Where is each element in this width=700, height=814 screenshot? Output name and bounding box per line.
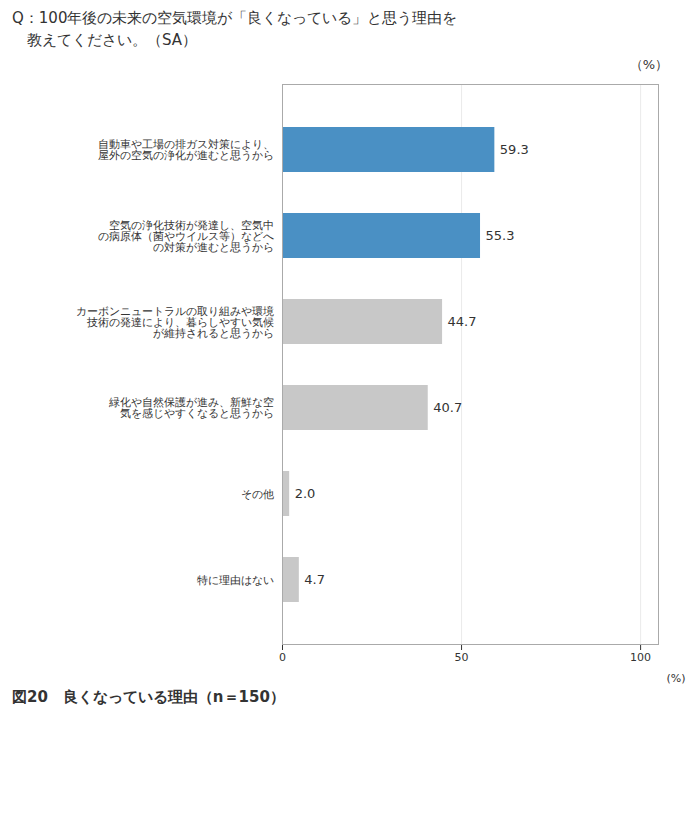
svg-text:2.0: 2.0 <box>295 486 316 501</box>
svg-text:50: 50 <box>455 651 469 664</box>
svg-text:100: 100 <box>630 651 651 664</box>
html-text:図20 良くなっている理由（n＝150）: 図20 良くなっている理由（n＝150） <box>12 687 285 706</box>
svg-text:4.7: 4.7 <box>304 572 325 587</box>
svg-text:44.7: 44.7 <box>448 314 477 329</box>
svg-text:その他: その他 <box>241 487 274 500</box>
svg-text:59.3: 59.3 <box>500 142 529 157</box>
svg-text:0: 0 <box>279 651 286 664</box>
svg-text:(%): (%) <box>666 671 685 684</box>
svg-text:緑化や自然保護が進み、新鮮な空気を感じやすくなると思うから: 緑化や自然保護が進み、新鮮な空気を感じやすくなると思うから <box>108 396 274 420</box>
svg-text:特に理由はない: 特に理由はない <box>197 573 274 586</box>
html-text:Q：100年後の未来の空気環境が「良くなっている」と思う理由: Q：100年後の未来の空気環境が「良くなっている」と思う理由を 教えてください。… <box>12 9 458 49</box>
svg-text:自動車や工場の排ガス対策により、屋外の空気の浄化が進むと思う: 自動車や工場の排ガス対策により、屋外の空気の浄化が進むと思うから <box>98 138 274 162</box>
svg-text:空気の浄化技術が発達し、空気中の病原体（菌やウイルス等）など: 空気の浄化技術が発達し、空気中の病原体（菌やウイルス等）などへの対策が進むと思う… <box>98 218 274 253</box>
svg-text:カーボンニュートラルの取り組みや環境技術の発達により、暮らし: カーボンニュートラルの取り組みや環境技術の発達により、暮らしやすい気候が維持され… <box>76 304 274 339</box>
svg-text:40.7: 40.7 <box>433 400 462 415</box>
svg-text:55.3: 55.3 <box>486 228 515 243</box>
